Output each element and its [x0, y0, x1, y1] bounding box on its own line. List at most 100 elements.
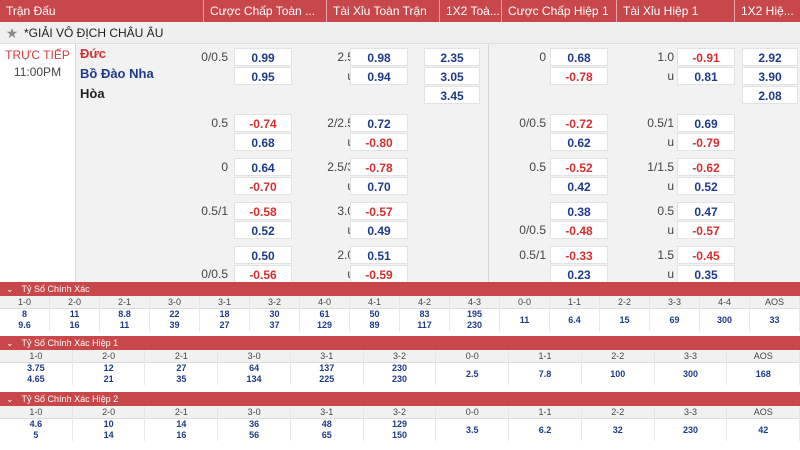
odds-1x2-button[interactable]: 2.92: [742, 48, 798, 66]
score-odds[interactable]: 27: [176, 363, 187, 373]
score-odds[interactable]: 50: [369, 309, 380, 319]
score-odds[interactable]: 37: [269, 320, 280, 330]
score-odds[interactable]: 36: [249, 419, 260, 429]
correct-score-header[interactable]: ⌄ Tỷ Số Chính Xác: [0, 282, 800, 296]
odds-button[interactable]: 0.68: [550, 48, 608, 66]
star-icon[interactable]: ★: [5, 25, 19, 41]
odds-button[interactable]: 0.51: [350, 246, 408, 264]
odds-button[interactable]: -0.62: [677, 158, 735, 176]
score-odds[interactable]: 33: [769, 315, 780, 325]
score-odds[interactable]: 30: [269, 309, 280, 319]
score-odds[interactable]: 300: [682, 369, 698, 379]
odds-button[interactable]: -0.79: [677, 133, 735, 151]
score-odds[interactable]: 5: [33, 430, 39, 440]
correct-score-h1-header[interactable]: ⌄ Tỷ Số Chính Xác Hiệp 1: [0, 336, 800, 350]
score-odds[interactable]: 21: [103, 374, 114, 384]
score-odds[interactable]: 117: [417, 320, 432, 330]
score-odds[interactable]: 8: [21, 309, 27, 319]
header-1x2-full[interactable]: 1X2 Toà...: [440, 0, 502, 22]
odds-1x2-button[interactable]: 2.08: [742, 86, 798, 104]
odds-button[interactable]: 0.81: [677, 67, 735, 85]
odds-1x2-button[interactable]: 2.35: [424, 48, 480, 66]
odds-button[interactable]: -0.70: [234, 177, 292, 195]
odds-button[interactable]: 0.70: [350, 177, 408, 195]
score-odds[interactable]: 83: [419, 309, 430, 319]
score-odds[interactable]: 6.2: [538, 425, 552, 435]
score-odds[interactable]: 69: [669, 315, 680, 325]
home-team[interactable]: Đức: [80, 46, 107, 61]
score-odds[interactable]: 16: [176, 430, 187, 440]
score-odds[interactable]: 10: [103, 419, 114, 429]
odds-1x2-button[interactable]: 3.90: [742, 67, 798, 85]
score-odds[interactable]: 11: [519, 315, 530, 325]
odds-button[interactable]: -0.52: [550, 158, 608, 176]
odds-button[interactable]: -0.59: [350, 265, 408, 283]
score-odds[interactable]: 14: [103, 430, 114, 440]
score-odds[interactable]: 4.6: [29, 419, 43, 429]
score-odds[interactable]: 64: [249, 363, 260, 373]
header-handicap-h1[interactable]: Cược Chấp Hiệp 1: [502, 0, 617, 22]
odds-button[interactable]: 0.72: [350, 114, 408, 132]
score-odds[interactable]: 100: [610, 369, 626, 379]
odds-button[interactable]: 0.68: [234, 133, 292, 151]
score-odds[interactable]: 6.4: [568, 315, 581, 325]
odds-button[interactable]: -0.72: [550, 114, 608, 132]
odds-button[interactable]: 0.99: [234, 48, 292, 66]
score-odds[interactable]: 56: [249, 430, 260, 440]
score-odds[interactable]: 16: [69, 320, 80, 330]
score-odds[interactable]: 129: [316, 320, 333, 330]
score-odds[interactable]: 11: [119, 320, 130, 330]
score-odds[interactable]: 22: [169, 309, 180, 319]
score-odds[interactable]: 230: [682, 425, 698, 435]
correct-score-h2-header[interactable]: ⌄ Tỷ Số Chính Xác Hiệp 2: [0, 392, 800, 406]
score-odds[interactable]: 35: [176, 374, 187, 384]
odds-button[interactable]: 0.49: [350, 221, 408, 239]
odds-button[interactable]: 0.62: [550, 133, 608, 151]
score-odds[interactable]: 42: [758, 425, 769, 435]
odds-button[interactable]: -0.78: [350, 158, 408, 176]
odds-button[interactable]: 0.64: [234, 158, 292, 176]
score-odds[interactable]: 230: [392, 374, 408, 384]
header-match[interactable]: Trận Đấu: [0, 0, 204, 22]
score-odds[interactable]: 89: [369, 320, 380, 330]
odds-button[interactable]: 0.42: [550, 177, 608, 195]
score-odds[interactable]: 12: [103, 363, 114, 373]
odds-button[interactable]: 0.52: [234, 221, 292, 239]
odds-button[interactable]: 0.47: [677, 202, 735, 220]
odds-button[interactable]: 0.94: [350, 67, 408, 85]
odds-button[interactable]: 0.23: [550, 265, 608, 283]
score-odds[interactable]: 225: [319, 374, 335, 384]
score-odds[interactable]: 7.8: [538, 369, 552, 379]
odds-button[interactable]: -0.45: [677, 246, 735, 264]
odds-button[interactable]: 0.38: [550, 202, 608, 220]
score-odds[interactable]: 8.8: [118, 309, 131, 319]
header-handicap-full[interactable]: Cược Chấp Toàn ...: [204, 0, 327, 22]
score-odds[interactable]: 168: [755, 369, 771, 379]
score-odds[interactable]: 15: [619, 315, 630, 325]
odds-button[interactable]: 0.95: [234, 67, 292, 85]
score-odds[interactable]: 150: [392, 430, 408, 440]
score-odds[interactable]: 14: [176, 419, 187, 429]
score-odds[interactable]: 39: [169, 320, 180, 330]
odds-button[interactable]: -0.78: [550, 67, 608, 85]
odds-button[interactable]: -0.58: [234, 202, 292, 220]
score-odds[interactable]: 129: [392, 419, 408, 429]
score-odds[interactable]: 230: [392, 363, 408, 373]
odds-button[interactable]: -0.80: [350, 133, 408, 151]
score-odds[interactable]: 137: [319, 363, 335, 373]
score-odds[interactable]: 300: [716, 315, 733, 325]
score-odds[interactable]: 48: [321, 419, 332, 429]
score-odds[interactable]: 18: [219, 309, 230, 319]
score-odds[interactable]: 4.65: [27, 374, 45, 384]
odds-button[interactable]: 0.98: [350, 48, 408, 66]
score-odds[interactable]: 27: [219, 320, 230, 330]
odds-button[interactable]: 0.50: [234, 246, 292, 264]
odds-1x2-button[interactable]: 3.45: [424, 86, 480, 104]
score-odds[interactable]: 195: [466, 309, 483, 319]
odds-button[interactable]: -0.57: [677, 221, 735, 239]
odds-button[interactable]: -0.57: [350, 202, 408, 220]
score-odds[interactable]: 230: [466, 320, 483, 330]
odds-button[interactable]: 0.69: [677, 114, 735, 132]
score-odds[interactable]: 9.6: [18, 320, 31, 330]
odds-button[interactable]: -0.56: [234, 265, 292, 283]
